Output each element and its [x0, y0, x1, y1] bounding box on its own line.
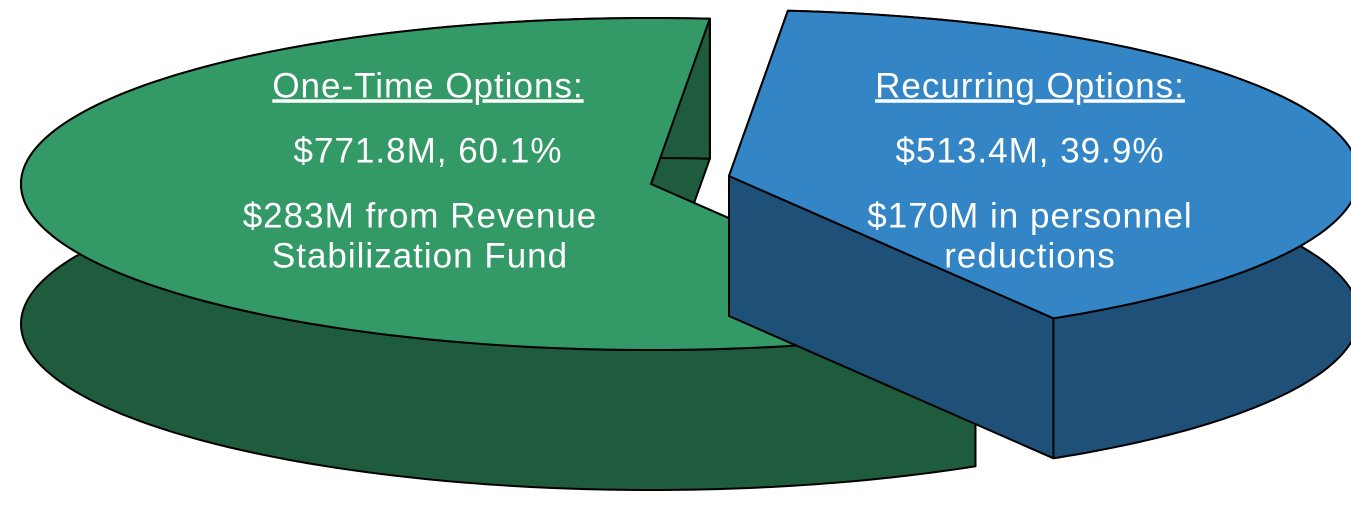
value-label: $513.4M, 39.9%	[896, 131, 1165, 170]
pie-slice	[728, 9, 1351, 460]
slice-top	[728, 9, 1351, 320]
value-label: $771.8M, 60.1%	[294, 131, 563, 170]
annotation: reductions	[944, 236, 1115, 275]
category-label: Recurring Options:	[875, 66, 1185, 105]
annotation: Stabilization Fund	[272, 236, 568, 275]
annotation: $170M in personnel	[867, 196, 1192, 235]
category-label: One-Time Options:	[272, 66, 583, 105]
annotation: $283M from Revenue	[243, 196, 598, 235]
